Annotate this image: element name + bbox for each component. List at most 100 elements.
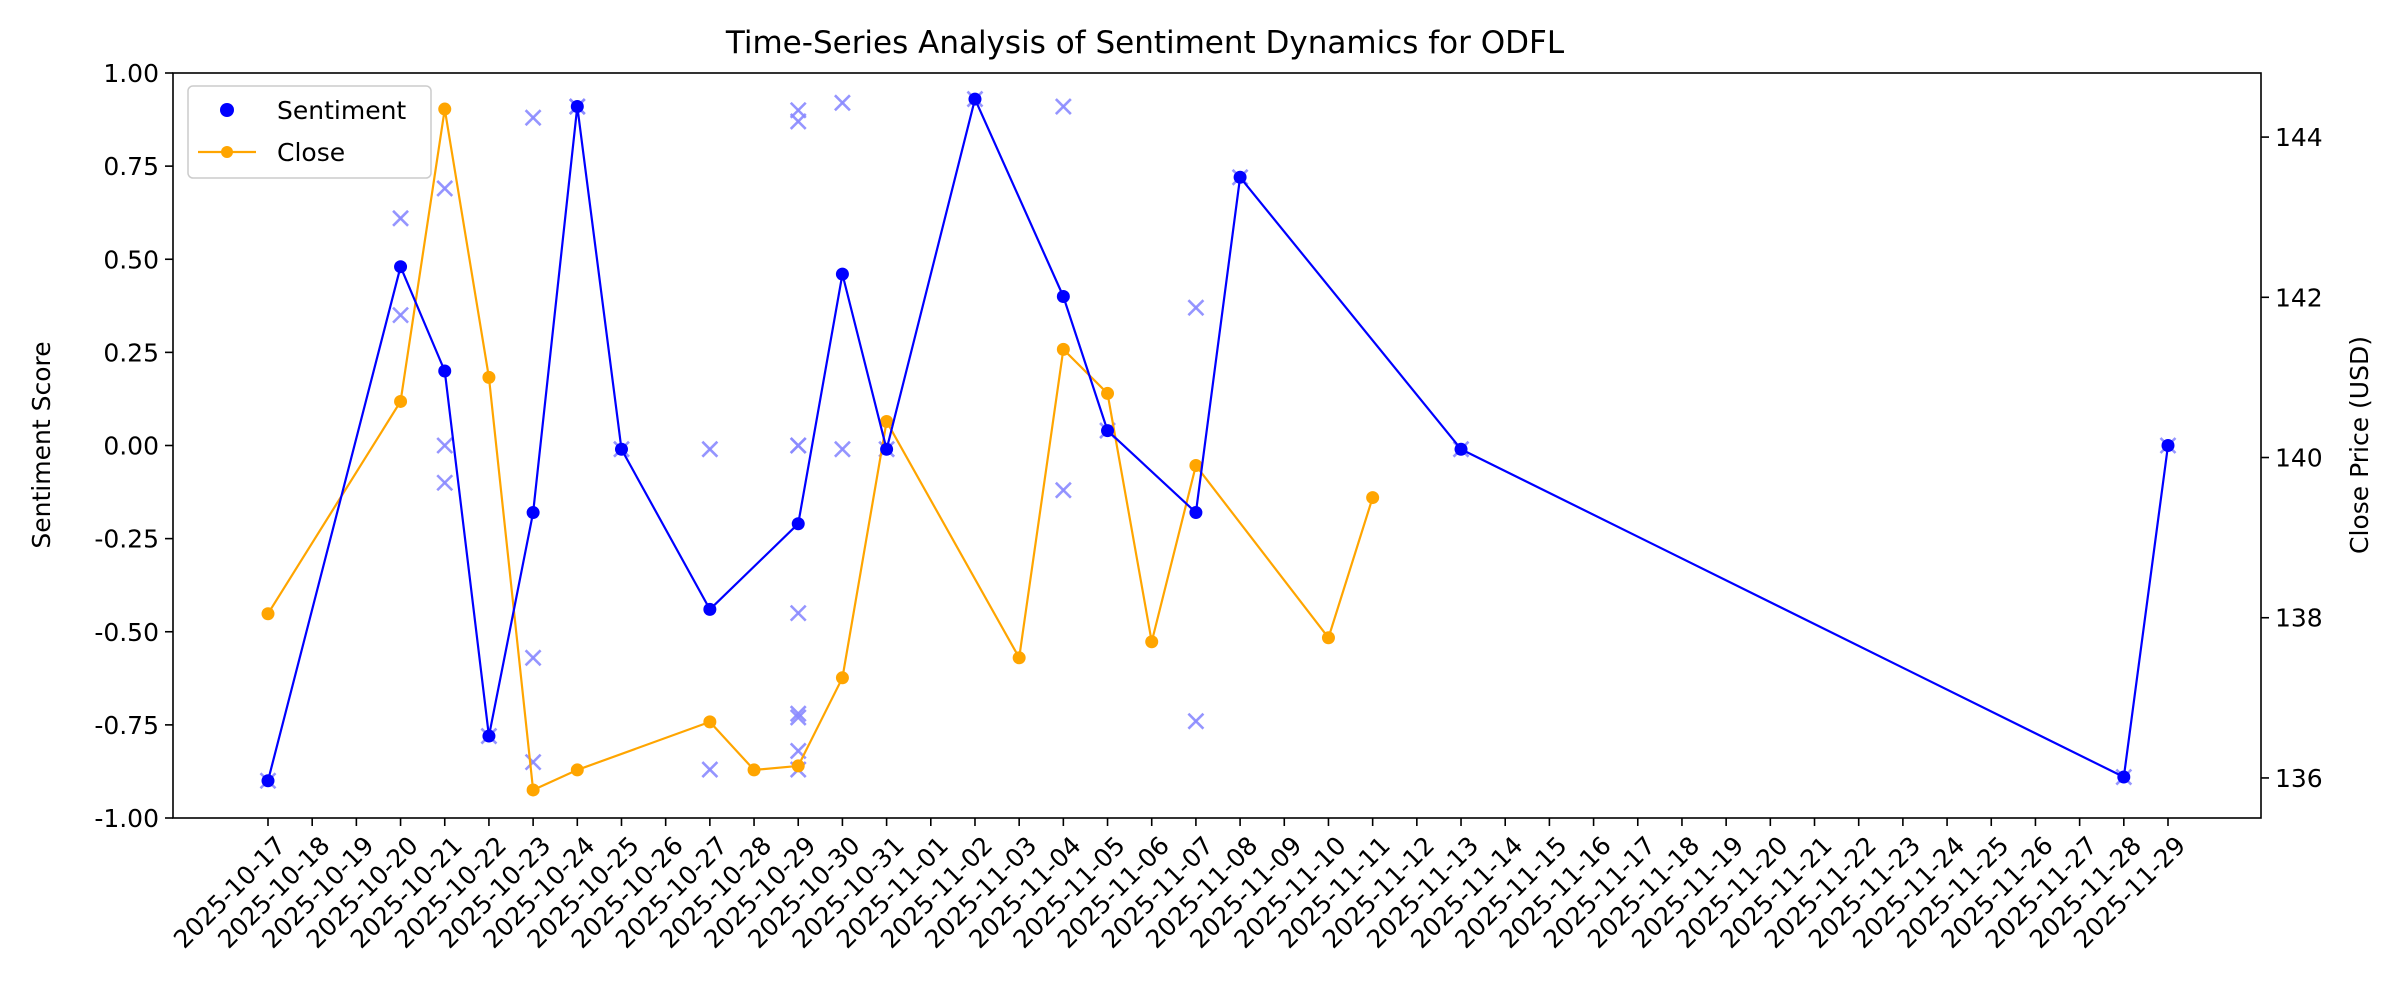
plot-marks bbox=[259, 90, 2177, 797]
y-tick-label-left: -0.75 bbox=[94, 711, 159, 740]
x-marker-stroke bbox=[789, 709, 807, 726]
x-marker-stroke bbox=[833, 94, 851, 112]
legend: Sentiment Close bbox=[187, 85, 432, 179]
sentiment-raw-x-marker bbox=[701, 761, 719, 778]
sentiment-line bbox=[266, 97, 2170, 782]
sentiment-point bbox=[482, 729, 496, 743]
close-point bbox=[1101, 386, 1115, 400]
sentiment-raw-x-marker bbox=[524, 753, 542, 771]
close-point bbox=[1056, 342, 1070, 356]
legend-label-sentiment: Sentiment bbox=[277, 96, 406, 125]
y-tick-label-right: 142 bbox=[2275, 283, 2323, 312]
sentiment-raw-x-marker bbox=[701, 440, 719, 458]
chart-title: Time-Series Analysis of Sentiment Dynami… bbox=[725, 25, 1565, 61]
x-marker-stroke bbox=[789, 437, 807, 454]
x-marker-stroke bbox=[436, 474, 454, 492]
x-marker-stroke bbox=[436, 180, 454, 197]
y-tick-label-left: 0.50 bbox=[103, 245, 159, 274]
sentiment-point bbox=[703, 602, 717, 616]
sentiment-raw-x-marker bbox=[392, 209, 409, 227]
x-marker-stroke bbox=[789, 113, 807, 130]
sentiment-raw-x-marker bbox=[436, 437, 454, 454]
y-tick-label-left: 0.75 bbox=[103, 152, 159, 181]
sentiment-raw-x-marker bbox=[789, 113, 807, 130]
close-point bbox=[880, 414, 894, 428]
sentiment-point bbox=[394, 260, 408, 274]
y-axis-label-right: Close Price (USD) bbox=[2345, 336, 2374, 554]
sentiment-raw-x-marker bbox=[1054, 481, 1072, 499]
close-point bbox=[1145, 635, 1159, 649]
sentiment-point bbox=[1454, 442, 1468, 456]
close-point bbox=[261, 607, 275, 621]
sentiment-point bbox=[438, 364, 452, 378]
x-marker-stroke bbox=[1054, 481, 1072, 499]
y-tick-label-left: -0.25 bbox=[94, 525, 159, 554]
sentiment-point bbox=[791, 517, 805, 531]
sentiment-point bbox=[614, 442, 628, 456]
right-y-axis: 136 138 140 142 144 bbox=[2261, 123, 2323, 793]
sentiment-raw-x-marker bbox=[789, 705, 807, 723]
close-point bbox=[747, 763, 761, 777]
sentiment-point bbox=[880, 442, 894, 456]
sentiment-raw-x-marker bbox=[1187, 299, 1205, 317]
close-point bbox=[1321, 631, 1335, 645]
x-marker-stroke bbox=[701, 761, 719, 778]
x-marker-stroke bbox=[1187, 712, 1205, 730]
sentiment-raw-x-marker bbox=[789, 437, 807, 454]
sentiment-point bbox=[570, 100, 584, 114]
sentiment-point bbox=[2161, 439, 2175, 452]
close-point bbox=[1012, 651, 1026, 665]
y-tick-label-left: -1.00 bbox=[94, 804, 159, 833]
sentiment-point bbox=[1056, 290, 1070, 303]
x-marker-stroke bbox=[789, 604, 807, 622]
sentiment-raw-x-marker bbox=[789, 604, 807, 622]
x-marker-stroke bbox=[524, 109, 542, 127]
legend-marker-sentiment bbox=[220, 103, 234, 117]
y-tick-label-right: 136 bbox=[2275, 764, 2323, 793]
sentiment-raw-x-marker bbox=[1054, 98, 1072, 115]
close-point bbox=[835, 671, 849, 685]
sentiment-raw-x-marker bbox=[392, 306, 409, 324]
close-point bbox=[482, 370, 496, 384]
sentiment-point bbox=[526, 506, 540, 520]
x-marker-stroke bbox=[833, 440, 851, 458]
sentiment-raw-x-marker bbox=[524, 109, 542, 127]
y-tick-label-right: 140 bbox=[2275, 444, 2323, 473]
x-marker-stroke bbox=[789, 742, 807, 760]
x-marker-stroke bbox=[392, 306, 409, 324]
sentiment-point bbox=[1101, 424, 1115, 438]
y-tick-label-left: 0.00 bbox=[103, 432, 159, 461]
close-point bbox=[438, 102, 452, 116]
x-marker-stroke bbox=[1054, 98, 1072, 115]
x-marker-stroke bbox=[1187, 299, 1205, 317]
sentiment-raw-x-marker bbox=[436, 474, 454, 492]
y-tick-label-left: 1.00 bbox=[103, 59, 159, 88]
close-point bbox=[703, 715, 717, 729]
sentiment-raw-x-marker bbox=[833, 440, 851, 458]
sentiment-raw-x-marker bbox=[1187, 712, 1205, 730]
left-y-axis: -1.00 -0.75 -0.50 -0.25 0.00 0.25 0.50 0.75 1.00 bbox=[94, 59, 173, 833]
x-marker-stroke bbox=[524, 753, 542, 771]
x-marker-stroke bbox=[701, 440, 719, 458]
close-point bbox=[1366, 491, 1380, 505]
close-point bbox=[791, 759, 805, 773]
y-tick-label-right: 138 bbox=[2275, 604, 2323, 633]
sentiment-raw-x-marker bbox=[524, 649, 542, 667]
y-tick-label-right: 144 bbox=[2275, 123, 2323, 152]
sentiment-raw-x-marker bbox=[789, 709, 807, 726]
y-axis-label-left: Sentiment Score bbox=[27, 341, 56, 548]
sentiment-raw-x-marker bbox=[436, 180, 454, 197]
sentiment-point bbox=[835, 267, 849, 281]
sentiment-point bbox=[1189, 506, 1203, 520]
y-tick-label-left: 0.25 bbox=[103, 338, 159, 367]
close-point bbox=[394, 394, 408, 408]
legend-label-close: Close bbox=[277, 138, 345, 167]
close-point bbox=[526, 783, 540, 797]
legend-box bbox=[187, 85, 432, 179]
x-axis: 2025-10-172025-10-182025-10-192025-10-20… bbox=[168, 818, 2191, 954]
sentiment-raw-x-marker bbox=[833, 94, 851, 112]
close-point bbox=[570, 763, 584, 777]
x-marker-stroke bbox=[524, 649, 542, 667]
sentiment-point bbox=[2117, 770, 2131, 784]
sentiment-point bbox=[1233, 170, 1247, 184]
